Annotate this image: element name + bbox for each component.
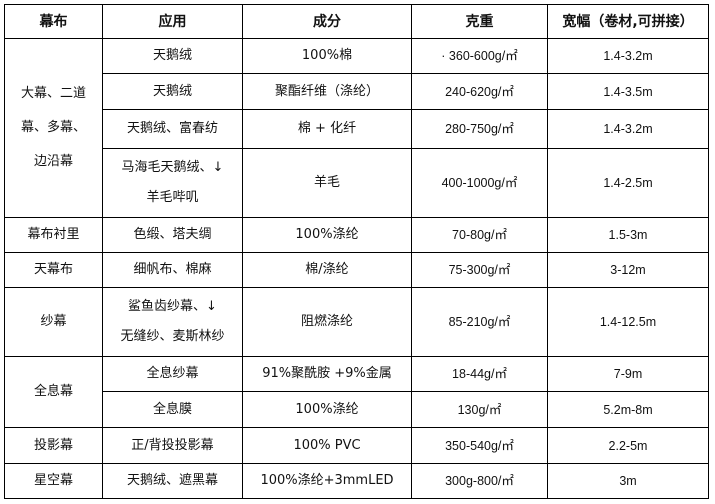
group-cell: 纱幕 [4,287,103,357]
weight-cell: 70-80g/㎡ [411,217,548,253]
composition-cell: 100%涤纶 [242,217,412,253]
group-cell: 大幕、二道幕、多幕、边沿幕 [4,38,103,218]
weight-cell: 240-620g/㎡ [411,73,548,110]
application-cell: 鲨鱼齿纱幕、↓ 无缝纱、麦斯林纱 [102,287,243,357]
table-row: 大幕、二道幕、多幕、边沿幕 天鹅绒 100%棉 · 360-600g/㎡ 1.4… [4,38,709,218]
app-line: 马海毛天鹅绒、↓ [121,160,224,175]
fabric-spec-table: 幕布 应用 成分 克重 宽幅（卷材,可拼接） 大幕、二道幕、多幕、边沿幕 天鹅绒… [4,4,709,499]
width-cell: 1.4-2.5m [547,148,709,218]
table-row: 全息幕 全息纱幕 91%聚酰胺 +9%金属 18-44g/㎡ 7-9m [4,356,709,428]
app-line: 鲨鱼齿纱幕、↓ [128,299,217,314]
application-cell: 天鹅绒、富春纺 [102,109,243,149]
group-line: 幕、多幕、 [20,120,86,135]
weight-cell: 18-44g/㎡ [411,356,548,392]
group-cell: 幕布衬里 [4,217,103,253]
width-cell: 2.2-5m [547,427,709,464]
width-cell: 7-9m [547,356,709,392]
composition-cell: 91%聚酰胺 +9%金属 [242,356,412,392]
width-cell: 3m [547,463,709,499]
header-weight: 克重 [411,4,548,39]
weight-cell: 280-750g/㎡ [411,109,548,149]
composition-cell: 棉 + 化纤 [242,109,412,149]
width-cell: 1.4-3.5m [547,73,709,110]
table-row: 纱幕 鲨鱼齿纱幕、↓ 无缝纱、麦斯林纱 阻燃涤纶 85-210g/㎡ 1.4-12… [4,287,709,357]
group-cell: 投影幕 [4,427,103,464]
width-cell: 3-12m [547,252,709,288]
application-cell: 天鹅绒 [102,38,243,74]
weight-cell: 400-1000g/㎡ [411,148,548,218]
composition-cell: 棉/涤纶 [242,252,412,288]
application-cell: 天鹅绒 [102,73,243,110]
table-row: 天鹅绒 聚酯纤维（涤纶） 240-620g/㎡ 1.4-3.5m [5,73,709,110]
weight-cell: · 360-600g/㎡ [411,38,548,74]
table-row: 全息膜 100%涤纶 130g/㎡ 5.2m-8m [5,391,709,428]
weight-cell: 300g-800/㎡ [411,463,548,499]
composition-cell: 羊毛 [242,148,412,218]
group-cell: 全息幕 [4,356,103,428]
application-cell: 细帆布、棉麻 [102,252,243,288]
weight-cell: 350-540g/㎡ [411,427,548,464]
composition-cell: 阻燃涤纶 [242,287,412,357]
composition-cell: 100%棉 [242,38,412,74]
group-cell: 天幕布 [4,252,103,288]
header-composition: 成分 [242,4,412,39]
group-line: 大幕、二道 [20,86,86,101]
application-cell: 全息膜 [102,391,243,428]
table-row: 马海毛天鹅绒、↓ 羊毛哔叽 羊毛 400-1000g/㎡ 1.4-2.5m [5,148,709,218]
header-application: 应用 [102,4,243,39]
table-row: 星空幕 天鹅绒、遮黑幕 100%涤纶+3mmLED 300g-800/㎡ 3m [4,463,709,499]
app-line: 羊毛哔叽 [146,190,199,205]
group-line: 边沿幕 [33,154,73,169]
group-cell: 星空幕 [4,463,103,499]
table-row: 投影幕 正/背投投影幕 100% PVC 350-540g/㎡ 2.2-5m [4,427,709,464]
table-row: 天幕布 细帆布、棉麻 棉/涤纶 75-300g/㎡ 3-12m [4,252,709,288]
application-cell: 全息纱幕 [102,356,243,392]
header-width: 宽幅（卷材,可拼接） [547,4,709,39]
width-cell: 1.4-12.5m [547,287,709,357]
application-cell: 正/背投投影幕 [102,427,243,464]
weight-cell: 85-210g/㎡ [411,287,548,357]
table-row: 幕布衬里 色缎、塔夫绸 100%涤纶 70-80g/㎡ 1.5-3m [4,217,709,253]
header-curtain: 幕布 [4,4,103,39]
width-cell: 1.5-3m [547,217,709,253]
weight-cell: 75-300g/㎡ [411,252,548,288]
header-row: 幕布 应用 成分 克重 宽幅（卷材,可拼接） [4,4,709,39]
composition-cell: 100%涤纶+3mmLED [242,463,412,499]
application-cell: 马海毛天鹅绒、↓ 羊毛哔叽 [102,148,243,218]
width-cell: 1.4-3.2m [547,109,709,149]
application-cell: 色缎、塔夫绸 [102,217,243,253]
composition-cell: 100%涤纶 [242,391,412,428]
application-cell: 天鹅绒、遮黑幕 [102,463,243,499]
app-line: 无缝纱、麦斯林纱 [120,329,225,344]
table-row: 天鹅绒、富春纺 棉 + 化纤 280-750g/㎡ 1.4-3.2m [5,109,709,149]
weight-cell: 130g/㎡ [411,391,548,428]
composition-cell: 聚酯纤维（涤纶） [242,73,412,110]
width-cell: 1.4-3.2m [547,38,709,74]
composition-cell: 100% PVC [242,427,412,464]
width-cell: 5.2m-8m [547,391,709,428]
